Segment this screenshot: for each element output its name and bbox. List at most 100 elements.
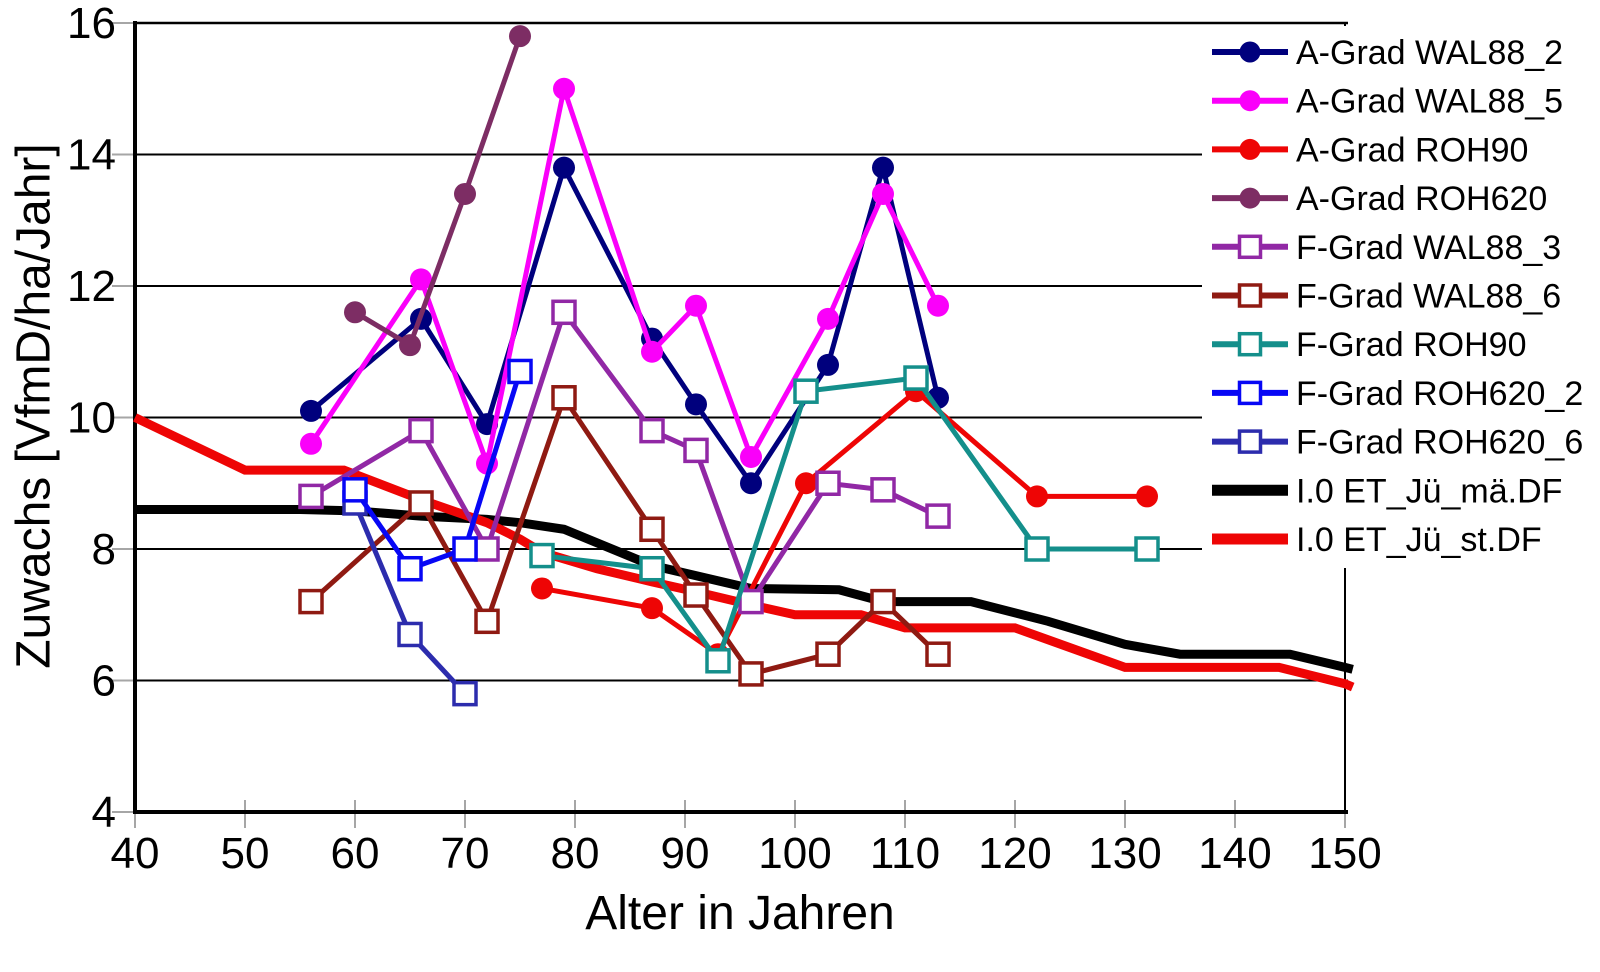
legend-item-F-Grad-ROH620_2: F-Grad ROH620_2 (1212, 375, 1583, 413)
marker-circle (740, 472, 762, 495)
marker-square (1237, 234, 1263, 260)
y-tick-label-12: 12 (67, 262, 116, 311)
marker-square (408, 417, 434, 444)
legend-item-A-Grad-ROH90: A-Grad ROH90 (1212, 131, 1528, 169)
series-line-F-Grad-WAL88_6 (309, 392, 940, 677)
marker-square (705, 648, 731, 674)
marker-square (639, 555, 665, 582)
marker-square (298, 588, 324, 615)
marker-square (551, 299, 577, 326)
legend-label-F-Grad-WAL88_3: F-Grad WAL88_3 (1296, 229, 1561, 267)
x-tick-label-130: 130 (1088, 829, 1161, 878)
legend-item-A-Grad-WAL88_5: A-Grad WAL88_5 (1212, 83, 1563, 121)
legend: A-Grad WAL88_2 A-Grad WAL88_5 A-Grad ROH90… (1202, 26, 1600, 568)
marker-circle (872, 156, 894, 179)
marker-square (452, 680, 478, 707)
marker-circle (872, 182, 894, 205)
marker-square (474, 536, 500, 562)
legend-item-A-Grad-WAL88_2: A-Grad WAL88_2 (1212, 34, 1563, 72)
x-tick-label-50: 50 (221, 829, 270, 878)
marker-square (397, 621, 423, 648)
legend-item-F-Grad-WAL88_6: F-Grad WAL88_6 (1212, 278, 1561, 316)
x-tick-label-80: 80 (551, 829, 600, 878)
marker-circle (553, 156, 575, 179)
marker-circle (817, 307, 839, 330)
x-tick-label-140: 140 (1198, 829, 1271, 878)
x-tick-label-90: 90 (661, 829, 710, 878)
marker-square (683, 582, 709, 608)
legend-label-A-Grad-ROH90: A-Grad ROH90 (1296, 131, 1528, 169)
marker-circle (300, 399, 322, 422)
marker-square (551, 385, 577, 411)
marker-square (298, 483, 324, 510)
series-line-F-Grad-ROH620_2 (352, 370, 523, 572)
y-tick-label-8: 8 (92, 525, 116, 574)
marker-circle (641, 597, 663, 620)
marker-circle (1239, 187, 1261, 209)
series-line-A-Grad-WAL88_5 (308, 79, 941, 473)
marker-square (738, 588, 764, 615)
legend-item-F-Grad-ROH620_6: F-Grad ROH620_6 (1212, 424, 1583, 462)
marker-square (1024, 536, 1050, 562)
marker-square (397, 555, 423, 582)
legend-item-F-Grad-WAL88_3: F-Grad WAL88_3 (1212, 229, 1561, 267)
y-tick-label-10: 10 (67, 394, 116, 443)
marker-square (925, 503, 951, 529)
legend-item-A-Grad-ROH620: A-Grad ROH620 (1212, 180, 1547, 218)
marker-square (870, 477, 896, 503)
marker-square (474, 608, 500, 635)
legend-label-F-Grad-ROH90: F-Grad ROH90 (1296, 326, 1527, 364)
series-F-Grad-WAL88_6 (298, 385, 951, 687)
legend-label-F-Grad-ROH620_2: F-Grad ROH620_2 (1296, 375, 1583, 413)
marker-square (793, 378, 819, 404)
marker-circle (1136, 485, 1158, 508)
marker-circle (410, 268, 432, 291)
marker-square (1237, 331, 1263, 357)
marker-square (507, 358, 533, 385)
y-axis-title: Zuwachs [VfmD/ha/Jahr] (7, 143, 61, 669)
marker-circle (641, 340, 663, 363)
legend-label-F-Grad-ROH620_6: F-Grad ROH620_6 (1296, 424, 1583, 462)
marker-square (815, 470, 841, 496)
marker-circle (300, 432, 322, 455)
legend-label-A-Grad-WAL88_2: A-Grad WAL88_2 (1296, 34, 1563, 72)
legend-label-F-Grad-WAL88_6: F-Grad WAL88_6 (1296, 278, 1561, 316)
series-A-Grad-ROH620 (344, 25, 531, 357)
y-tick-label-16: 16 (67, 0, 116, 48)
marker-circle (509, 25, 531, 48)
marker-circle (454, 182, 476, 205)
marker-circle (795, 472, 817, 495)
x-tick-label-100: 100 (758, 829, 831, 878)
marker-square (738, 661, 764, 687)
series-A-Grad-WAL88_5 (300, 77, 949, 475)
marker-circle (927, 294, 949, 317)
marker-circle (685, 393, 707, 416)
series-line-F-Grad-WAL88_3 (309, 306, 940, 608)
marker-square (903, 365, 929, 391)
legend-label-I-0-ET_J-_m-DF: I.0 ET_Jü_mä.DF (1296, 472, 1562, 510)
marker-square (1237, 283, 1263, 308)
marker-circle (1239, 41, 1261, 63)
marker-circle (344, 301, 366, 324)
marker-square (639, 417, 665, 444)
marker-circle (685, 294, 707, 317)
marker-square (1237, 380, 1263, 406)
legend-label-I-0-ET_J-_st-DF: I.0 ET_Jü_st.DF (1296, 521, 1542, 559)
x-tick-label-110: 110 (870, 829, 940, 878)
y-tick-label-6: 6 (92, 657, 116, 706)
x-tick-label-70: 70 (441, 829, 490, 878)
legend-item-F-Grad-ROH90: F-Grad ROH90 (1212, 326, 1527, 364)
marker-circle (1239, 138, 1261, 160)
series-F-Grad-ROH90 (529, 365, 1160, 674)
legend-item-I-0-ET_J-_st-DF: I.0 ET_Jü_st.DF (1212, 521, 1542, 559)
series-F-Grad-ROH620_2 (342, 358, 533, 582)
marker-circle (553, 77, 575, 100)
marker-circle (817, 353, 839, 376)
marker-square (342, 477, 368, 503)
marker-square (870, 588, 896, 615)
legend-item-I-0-ET_J-_m-DF: I.0 ET_Jü_mä.DF (1212, 472, 1562, 510)
x-tick-label-120: 120 (978, 829, 1051, 878)
marker-square (1134, 536, 1160, 562)
